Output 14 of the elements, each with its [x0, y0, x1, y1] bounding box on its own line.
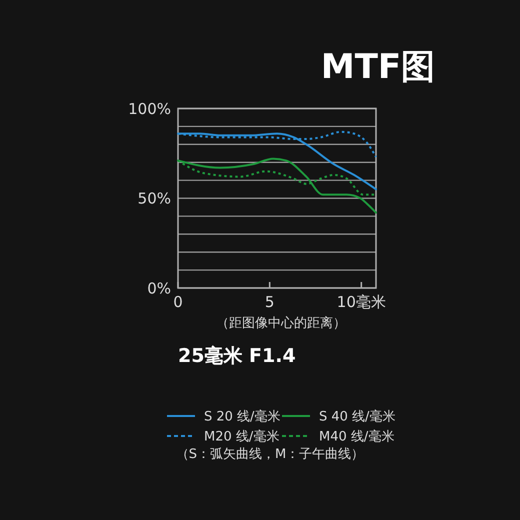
chart-title: MTF图	[320, 47, 436, 87]
y-tick-label: 50%	[138, 190, 171, 208]
x-axis-title: （距图像中心的距离）	[216, 315, 346, 331]
legend-label: M20 线/毫米	[204, 428, 280, 445]
text: 25毫米 F1.4	[178, 345, 296, 367]
text: （S：弧矢曲线，M：子午曲线）	[176, 447, 364, 462]
y-tick-label: 100%	[128, 100, 171, 118]
legend-label: M40 线/毫米	[319, 428, 394, 445]
x-tick-label: 5	[264, 293, 274, 311]
legend-label: S 20 线/毫米	[204, 408, 280, 425]
y-tick-label: 0%	[147, 279, 171, 298]
legend-label: S 40 线/毫米	[319, 408, 396, 425]
x-tick-label: 10毫米	[336, 293, 386, 311]
x-tick-label: 0	[173, 293, 183, 311]
